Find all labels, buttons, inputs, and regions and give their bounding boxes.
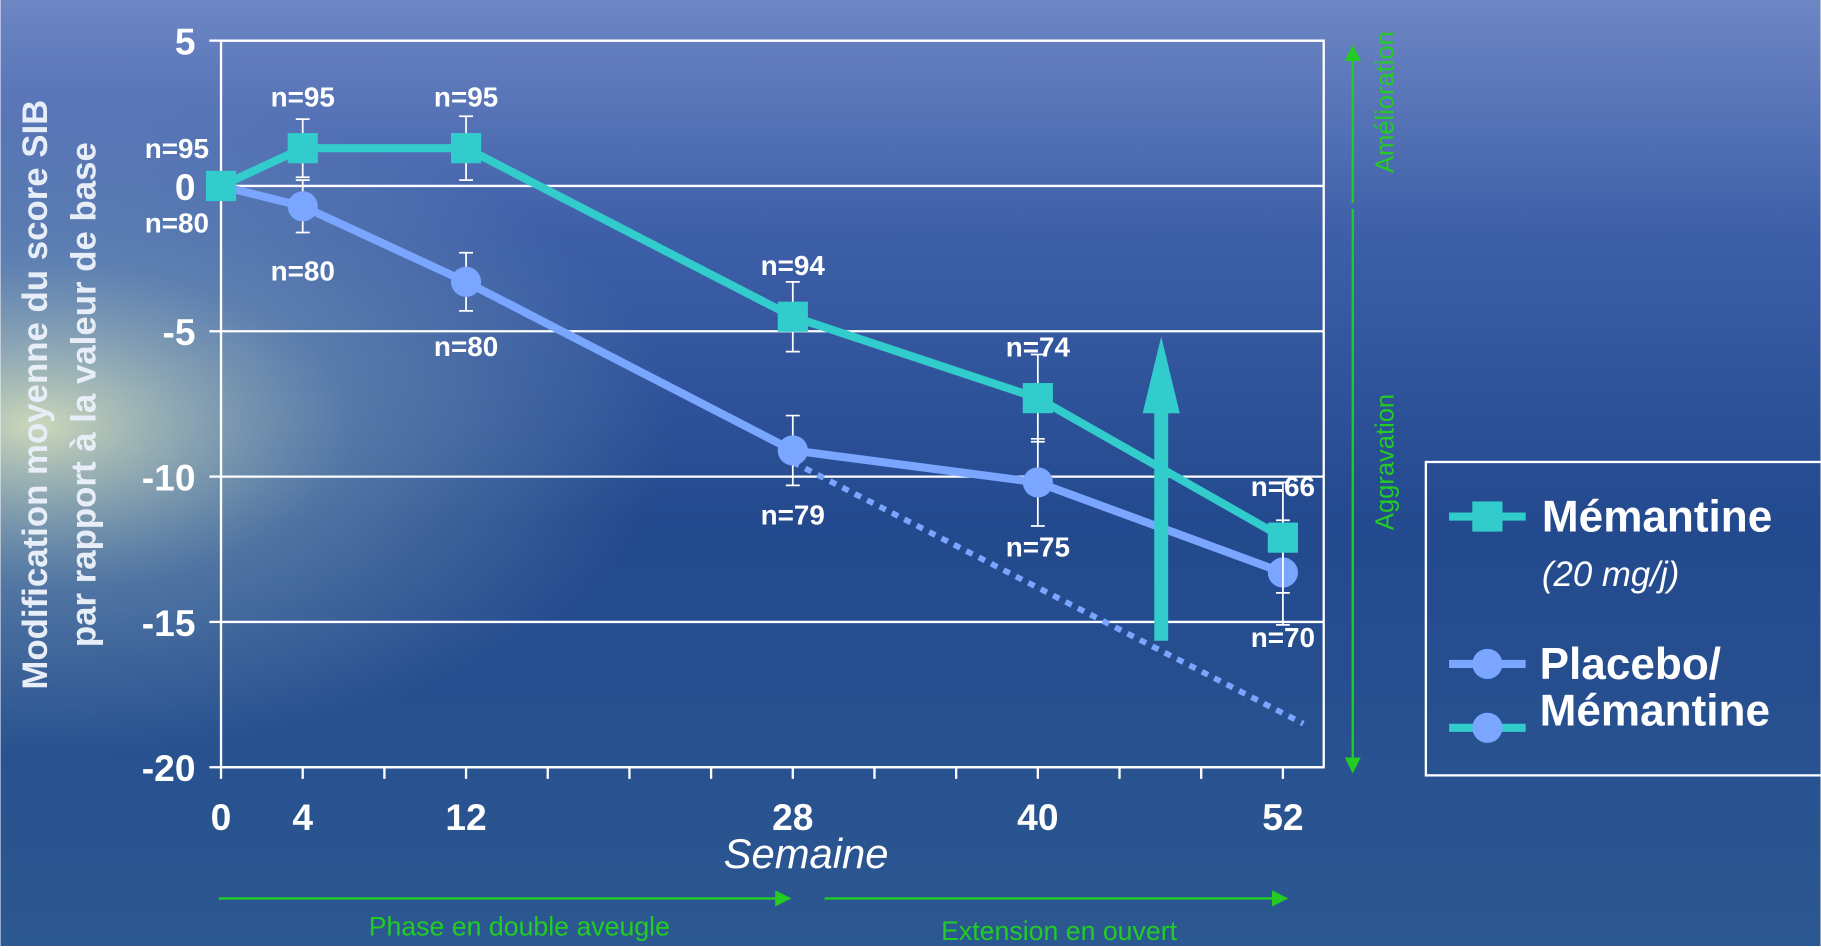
y-tick-label: -20: [142, 747, 196, 789]
y-tick-label: -10: [142, 457, 196, 499]
n-label: n=74: [1006, 331, 1071, 362]
n-label: n=80: [271, 256, 335, 287]
x-tick-label: 4: [292, 796, 313, 838]
chart: 50-5-10-15-200412284052n=80n=80n=80n=79n…: [0, 0, 1821, 946]
n-label: n=79: [761, 500, 825, 531]
x-axis-label: Semaine: [724, 830, 889, 877]
marker: [1472, 713, 1502, 743]
x-tick-label: 52: [1262, 796, 1303, 838]
worsening-label: Aggravation: [1371, 394, 1399, 530]
n-label: n=95: [271, 81, 335, 112]
n-label: n=80: [145, 207, 209, 238]
legend-label-box: Placebo/ Mémantine: [1540, 642, 1807, 746]
marker: [288, 191, 318, 221]
legend-label: Mémantine: [1542, 493, 1772, 542]
marker: [1023, 467, 1053, 497]
y-tick-label: -5: [162, 311, 195, 353]
n-label: n=70: [1251, 622, 1315, 653]
n-label: n=95: [434, 81, 498, 112]
x-tick-label: 12: [445, 796, 486, 838]
legend-note: (20 mg/j): [1542, 555, 1679, 594]
y-axis-label: Modification moyenne du score SIB: [16, 100, 55, 690]
marker: [1023, 383, 1053, 413]
marker: [1472, 501, 1502, 531]
marker: [778, 435, 808, 465]
y-axis-label: par rapport à la valeur de base: [65, 142, 104, 647]
legend-label: Placebo/ Mémantine: [1540, 642, 1807, 735]
y-tick-label: 5: [175, 21, 196, 63]
improvement-label: Amélioration: [1371, 31, 1399, 173]
n-label: n=75: [1006, 532, 1070, 563]
marker: [1472, 649, 1502, 679]
x-tick-label: 40: [1017, 796, 1058, 838]
n-label: n=94: [761, 250, 826, 281]
marker: [1268, 523, 1298, 553]
n-label: n=80: [434, 331, 498, 362]
phase-label: Extension en ouvert: [941, 916, 1177, 946]
marker: [451, 267, 481, 297]
y-tick-label: -15: [142, 602, 196, 644]
x-tick-label: 0: [211, 796, 232, 838]
marker: [451, 133, 481, 163]
n-label: n=95: [145, 133, 209, 164]
marker: [778, 302, 808, 332]
n-label: n=66: [1251, 471, 1315, 502]
marker: [206, 171, 236, 201]
phase-label: Phase en double aveugle: [369, 912, 670, 942]
background-glow: [0, 0, 1820, 946]
y-tick-label: 0: [175, 166, 196, 208]
marker: [288, 133, 318, 163]
